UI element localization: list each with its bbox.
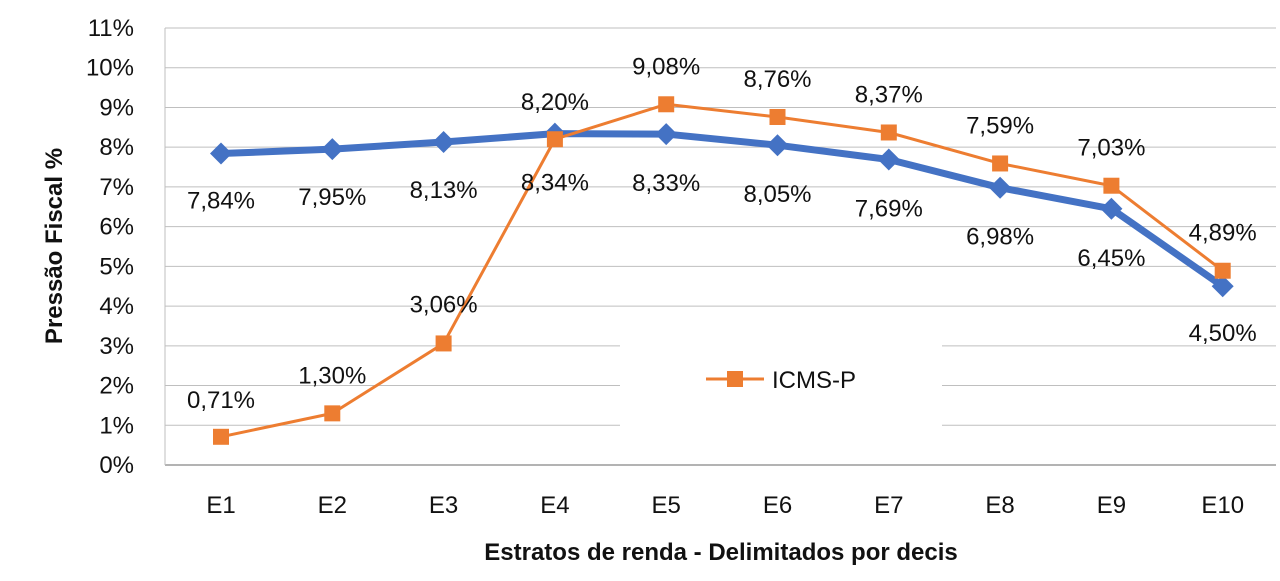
- y-tick-label: 9%: [99, 94, 134, 121]
- data-label: 8,05%: [743, 181, 811, 208]
- x-tick-label: E3: [429, 492, 458, 519]
- data-label: 8,34%: [521, 170, 589, 197]
- legend-box: [620, 342, 942, 428]
- y-tick-label: 7%: [99, 174, 134, 201]
- point-marker: [546, 131, 563, 148]
- point-marker: [321, 138, 344, 161]
- data-label: 4,89%: [1189, 220, 1257, 247]
- point-marker: [769, 108, 786, 125]
- x-tick-label: E4: [540, 492, 569, 519]
- data-label: 8,37%: [855, 81, 923, 108]
- data-label: 8,76%: [743, 66, 811, 93]
- point-marker: [992, 155, 1009, 172]
- data-label: 8,13%: [410, 177, 478, 204]
- point-marker: [1214, 262, 1231, 279]
- x-tick-label: E1: [206, 492, 235, 519]
- data-labels: 7,84% 7,95% 8,13% 8,34% 8,33% 8,05% 7,69% 6,98%…: [187, 53, 1257, 414]
- y-axis-title: Pressão Fiscal %: [41, 148, 68, 344]
- point-marker: [989, 176, 1012, 199]
- point-marker: [213, 428, 229, 445]
- legend-marker-icms-p: [727, 371, 743, 387]
- y-tick-label: 4%: [99, 293, 134, 320]
- y-tick-label: 6%: [99, 214, 134, 241]
- data-label: 7,69%: [855, 195, 923, 222]
- data-label: 8,20%: [521, 89, 589, 116]
- point-marker: [877, 148, 900, 171]
- x-tick-label: E2: [318, 492, 347, 519]
- x-axis-ticks: E1 E2 E3 E4 E5 E6 E7 E8 E9 E10: [206, 492, 1244, 519]
- point-marker: [766, 134, 789, 157]
- data-label: 4,50%: [1189, 320, 1257, 347]
- x-tick-label: E8: [985, 492, 1014, 519]
- point-marker: [435, 335, 452, 352]
- data-label: 6,45%: [1077, 245, 1145, 272]
- data-label: 3,06%: [410, 291, 478, 318]
- data-label: 8,33%: [632, 170, 700, 197]
- data-label: 7,84%: [187, 188, 255, 215]
- x-tick-label: E7: [874, 492, 903, 519]
- y-tick-label: 5%: [99, 253, 134, 280]
- series-line: [220, 102, 1224, 439]
- legend-label-icms-p: ICMS-P: [772, 367, 856, 394]
- series-lines: [210, 96, 1234, 445]
- data-label: 7,95%: [298, 184, 366, 211]
- y-tick-label: 0%: [99, 452, 134, 479]
- point-marker: [210, 142, 232, 165]
- point-marker: [324, 405, 341, 422]
- series-line: [220, 130, 1225, 290]
- y-tick-label: 10%: [86, 55, 134, 82]
- data-label: 9,08%: [632, 53, 700, 80]
- point-marker: [432, 131, 455, 154]
- x-tick-label: E10: [1201, 492, 1244, 519]
- point-marker: [1100, 197, 1123, 220]
- x-tick-label: E5: [652, 492, 681, 519]
- data-label: 6,98%: [966, 224, 1034, 251]
- y-axis-ticks: 0% 1% 2% 3% 4% 5% 6% 7% 8% 9% 10% 11%: [86, 15, 134, 479]
- data-label: 1,30%: [298, 362, 366, 389]
- x-tick-label: E9: [1097, 492, 1126, 519]
- y-tick-label: 8%: [99, 134, 134, 161]
- y-tick-label: 1%: [99, 412, 134, 439]
- gridlines: [164, 27, 1276, 466]
- point-marker: [880, 124, 897, 141]
- point-marker: [655, 123, 678, 146]
- point-marker: [1103, 177, 1120, 194]
- y-tick-label: 11%: [88, 15, 134, 42]
- legend: ICMS-P: [706, 367, 856, 394]
- x-tick-label: E6: [763, 492, 792, 519]
- point-marker: [1211, 275, 1234, 298]
- y-tick-label: 2%: [99, 373, 134, 400]
- data-label: 7,59%: [966, 112, 1034, 139]
- point-marker: [658, 96, 675, 113]
- data-label: 0,71%: [187, 387, 255, 414]
- data-label: 7,03%: [1077, 135, 1145, 162]
- y-tick-label: 3%: [99, 333, 134, 360]
- x-axis-title: Estratos de renda - Delimitados por deci…: [484, 539, 957, 566]
